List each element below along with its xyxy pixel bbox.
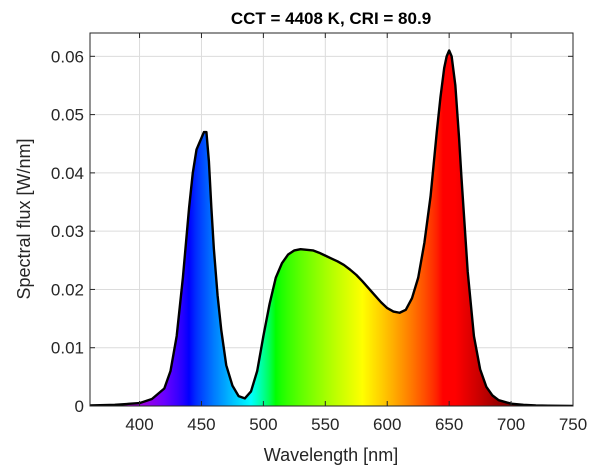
x-tick-label: 400 [125,415,153,434]
y-tick-label: 0.03 [51,222,84,241]
spectrum-fill [90,50,573,406]
x-tick-label: 750 [559,415,587,434]
x-tick-label: 550 [311,415,339,434]
x-tick-label: 600 [373,415,401,434]
y-tick-label: 0.01 [51,339,84,358]
x-tick-label: 700 [497,415,525,434]
y-tick-label: 0.05 [51,106,84,125]
chart-title: CCT = 4408 K, CRI = 80.9 [231,9,431,28]
y-tick-label: 0 [75,397,84,416]
axis-ticks [90,33,574,407]
plot-frame [89,32,574,407]
x-tick-label: 650 [435,415,463,434]
y-tick-label: 0.02 [51,280,84,299]
y-axis-label: Spectral flux [W/nm] [14,138,34,299]
x-axis-label: Wavelength [nm] [264,445,398,465]
x-tick-labels: 400 450 500 550 600 650 700 750 [125,415,587,434]
y-tick-labels: 0 0.01 0.02 0.03 0.04 0.05 0.06 [51,47,84,416]
y-tick-label: 0.04 [51,164,84,183]
x-tick-label: 500 [249,415,277,434]
x-tick-label: 450 [187,415,215,434]
spectrum-outline [90,49,573,406]
spectrum-area-layer [90,49,573,406]
y-tick-label: 0.06 [51,47,84,66]
